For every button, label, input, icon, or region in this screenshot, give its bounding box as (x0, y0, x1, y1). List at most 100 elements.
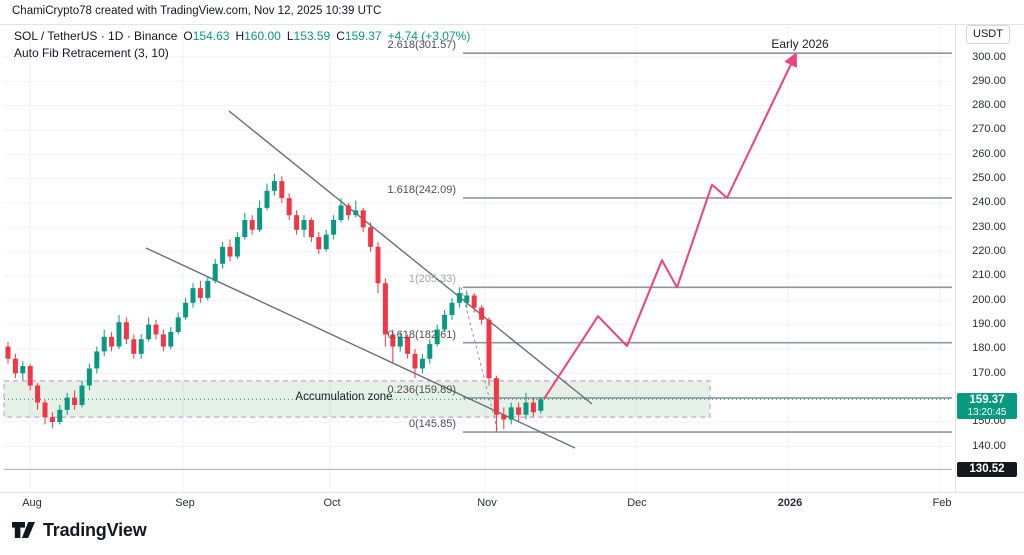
candle-body (375, 246, 381, 284)
price-tick: 250.00 (972, 172, 1006, 185)
candle-body (131, 339, 137, 354)
price-tick: 200.00 (972, 293, 1006, 306)
price-tick: 210.00 (972, 269, 1006, 282)
time-tick-oct: Oct (323, 497, 341, 509)
candle-body (160, 334, 166, 347)
legend-symbol-title: SOL / TetherUS · 1D · Binance (14, 29, 178, 43)
candle-body (508, 407, 514, 420)
candle-body (205, 280, 211, 298)
price-tick: 140.00 (972, 439, 1006, 452)
candle-body (5, 346, 11, 359)
fib-label-1: 1(205.33) (408, 273, 456, 286)
candle-body (264, 190, 270, 208)
candlestick-series (5, 173, 544, 433)
fib-label-2.618: 2.618(301.57) (387, 39, 457, 52)
candle-body (72, 397, 78, 405)
candle-body (168, 331, 174, 347)
candle-body (360, 210, 366, 228)
candle-body (434, 329, 440, 345)
candle-body (49, 417, 55, 422)
ohlc-value: 160.00 (244, 29, 281, 43)
ohlc-key: L (286, 29, 294, 43)
ohlc-value: 154.63 (192, 29, 230, 43)
time-tick-dec: Dec (627, 497, 647, 509)
candle-body (464, 295, 470, 303)
candle-body (331, 220, 337, 235)
candle-body (212, 263, 218, 281)
candle-body (479, 307, 485, 320)
price-tick: 280.00 (972, 99, 1006, 112)
time-tick-sep: Sep (175, 497, 195, 509)
candle-body (257, 207, 263, 230)
candle-body (101, 336, 107, 352)
price-tick: 300.00 (972, 50, 1006, 63)
candle-body (397, 336, 403, 347)
candle-body (412, 353, 418, 369)
candle-body (27, 366, 33, 386)
candle-body (220, 246, 226, 264)
time-tick-2026: 2026 (777, 497, 803, 509)
legend-indicator-title: Auto Fib Retracement (3, 10) (14, 46, 169, 60)
candle-body (286, 198, 292, 216)
candle-body (442, 314, 448, 330)
ohlc-value: 159.37 (344, 29, 382, 43)
fib-retracement-lines (463, 52, 952, 433)
price-tag: 159.37 13:20:45 (957, 393, 1017, 420)
candle-body (493, 378, 499, 415)
candle-body (345, 205, 351, 216)
time-tick-feb: Feb (932, 497, 952, 509)
header-separator (0, 24, 1024, 25)
projection-polyline (543, 52, 797, 400)
price-tick: 190.00 (972, 318, 1006, 331)
time-tick-aug: Aug (22, 497, 42, 509)
candle-body (353, 210, 359, 216)
candle-body (234, 237, 240, 257)
candle-body (153, 324, 159, 335)
candle-body (501, 414, 507, 420)
candle-body (123, 322, 129, 340)
legend-indicator-row[interactable]: Auto Fib Retracement (3, 10) (14, 46, 470, 61)
legend-main-row[interactable]: SOL / TetherUS · 1D · Binance O154.63 H160… (14, 29, 470, 44)
price-tick: 220.00 (972, 245, 1006, 258)
tradingview-logo-text: TradingView (43, 519, 147, 540)
candle-body (42, 402, 48, 418)
candle-body (109, 336, 115, 347)
candle-body (419, 358, 425, 369)
candle-body (382, 283, 388, 335)
candle-body (471, 295, 477, 308)
time-axis-separator (0, 492, 1024, 493)
price-tick: 230.00 (972, 220, 1006, 233)
price-tick: 290.00 (972, 74, 1006, 87)
fib-label-1.618: 1.618(242.09) (387, 183, 457, 196)
candle-body (308, 220, 314, 238)
currency-button[interactable]: USDT (966, 25, 1010, 44)
candle-body (538, 399, 544, 411)
projection-label: Early 2026 (771, 37, 829, 51)
candle-body (86, 368, 92, 386)
tradingview-logo-icon (12, 522, 35, 538)
candle-body (530, 402, 536, 413)
candle-body (523, 402, 529, 415)
candle-body (271, 181, 277, 191)
price-tag-value: 159.37 (969, 394, 1005, 407)
candle-body (516, 407, 522, 415)
candle-body (197, 288, 203, 298)
fib-label-0.236: 0.236(159.89) (387, 383, 457, 396)
trendline-1 (228, 110, 593, 405)
candle-body (405, 336, 411, 354)
ohlc-key: O (183, 29, 193, 43)
candle-body (20, 366, 26, 374)
candle-body (94, 351, 100, 369)
price-tick: 180.00 (972, 342, 1006, 355)
candle-body (338, 205, 344, 221)
ohlc-key: H (235, 29, 245, 43)
candle-body (456, 293, 462, 303)
price-tick: 240.00 (972, 196, 1006, 209)
fib-label-0.618: 0.618(182.61) (387, 328, 457, 341)
candle-body (57, 409, 63, 422)
legend-ohlc: O154.63 H160.00 L153.59 C159.37 (177, 29, 381, 43)
candle-body (138, 339, 144, 354)
candle-body (249, 220, 255, 230)
tradingview-logo[interactable]: TradingView (11, 519, 147, 541)
